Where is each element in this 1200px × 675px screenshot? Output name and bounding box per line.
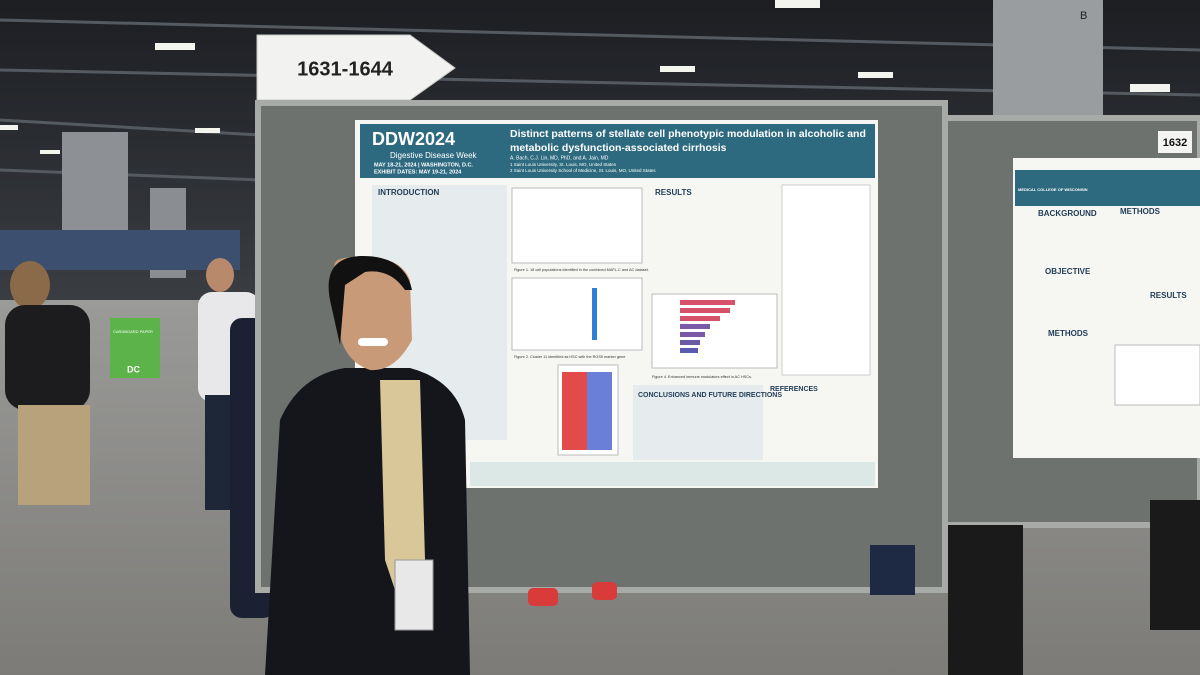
pillar [993,0,1103,120]
ceiling-lights [195,128,220,133]
results-table [781,184,871,376]
figure-bars-shapes [680,332,705,337]
figure-caption: Figure 2. Cluster 11 identified as HSC w… [514,355,625,359]
person [394,559,434,631]
background-people [206,258,234,292]
figure-bars-shapes [680,300,735,353]
poster-title: Distinct patterns of stellate cell pheno… [510,128,866,140]
trusses [0,168,261,182]
figure-bars-shapes [680,348,698,353]
ceiling-lights [1130,84,1170,92]
conclusion-panel [633,385,763,460]
figure-violin [511,277,643,351]
poster-exhibit: EXHIBIT DATES: MAY 19-21, 2024 [374,169,462,175]
background-people [110,318,160,378]
background-people [10,261,50,309]
booth-number: 1632 [1163,137,1187,149]
poster-title: metabolic dysfunction-associated cirrhos… [510,142,727,154]
person [380,380,425,590]
poster-dates: MAY 18-21, 2024 | WASHINGTON, D.C. [374,162,473,168]
ceiling-lights [775,0,820,8]
ceiling-lights [0,0,1170,154]
figure-bars [651,293,778,369]
figure-scatter [1114,344,1200,406]
figure-bars-shapes [680,340,700,345]
background-person [948,525,1023,675]
figure-bars-shapes [680,324,710,329]
ceiling-lights [858,72,893,78]
sign-cardboard: CARDBOARD PAPER [113,329,153,334]
section-heading: RESULTS [1150,291,1187,300]
person [334,257,412,371]
poster-logo-sub: Digestive Disease Week [390,151,478,160]
figure-caption: Figure 4. Enhanced immune modulators eff… [652,375,752,379]
section-heading: RESULTS [655,188,692,197]
figure-bars-shapes [680,300,735,305]
section-heading: INTRODUCTION [378,188,440,197]
ceiling-lights [0,125,18,130]
poster-affiliation: 1 Saint Louis University, St. Louis, MO,… [510,162,617,167]
shoe [592,582,617,600]
person [265,255,470,675]
shoe [528,588,558,606]
poster-logo: MEDICAL COLLEGE OF WISCONSIN [1018,187,1088,192]
person [265,368,470,675]
pillar-letter: B [1080,10,1087,22]
section-heading: METHODS [1048,329,1089,338]
person [328,255,412,345]
background-people [5,305,90,410]
ceiling-lights [660,66,695,72]
poster-footer [470,462,875,486]
background-people [18,405,90,505]
section-heading: REFERENCES [770,386,818,393]
figure-violin-shape [592,288,597,340]
poster-header [1015,170,1200,206]
figure-heatmap-cells [587,372,612,450]
aisle-sign [256,34,456,101]
figure-bars-shapes [680,308,730,313]
poster-authors: A. Bach, C.J. Lin, MD, PhD, and A. Jain,… [510,155,609,161]
booth-sign [1158,131,1192,153]
background-person [1150,500,1200,630]
section-heading: OBJECTIVE [1045,267,1091,276]
figure-umap [511,187,643,264]
distant-booths [0,230,240,270]
figure-caption: Figure 1. 18 cell populations identified… [514,268,649,272]
poster-affiliation: 2 Saint Louis University School of Medic… [510,168,656,173]
ceiling-lights [155,43,195,50]
section-heading: BACKGROUND [1038,209,1097,218]
background-person [870,545,915,595]
poster [1013,158,1200,458]
person [358,338,388,346]
figure-bars-shapes [680,316,720,321]
section-heading: METHODS [1120,207,1161,216]
ceiling-lights [40,150,60,154]
figure-heatmap-cells [562,372,587,450]
poster-header [360,124,875,178]
sign-dc: DC [127,364,140,374]
poster-logo: DDW2024 [372,129,455,149]
section-heading: CONCLUSIONS AND FUTURE DIRECTIONS [638,392,782,399]
aisle-number: 1631-1644 [297,58,394,80]
